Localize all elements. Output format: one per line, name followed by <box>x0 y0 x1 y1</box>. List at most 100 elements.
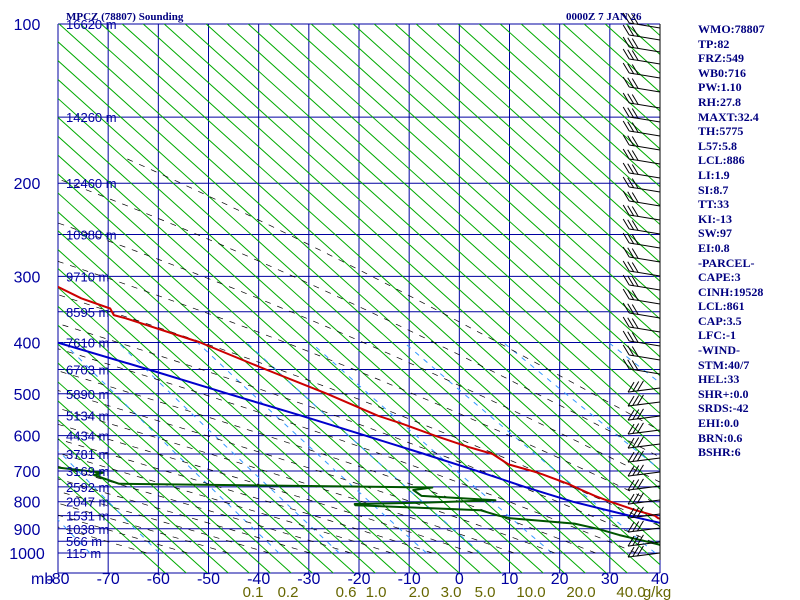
moist-adiabat <box>58 407 515 554</box>
height-label: 5134 m <box>66 409 109 424</box>
chart-title: MPCZ (78807) Sounding <box>66 11 184 23</box>
height-label: 10980 m <box>66 228 117 243</box>
dry-adiabat <box>541 24 660 131</box>
height-label: 6703 m <box>66 363 109 378</box>
temperature-tick-label: 40 <box>651 571 669 588</box>
temperature-tick-label: -20 <box>347 571 370 588</box>
wind-barb <box>627 436 661 449</box>
sounding-indices-panel: WMO:78807 TP:82 FRZ:549 WB0:716 PW:1.10 … <box>698 22 798 460</box>
index-tp: TP:82 <box>698 36 730 51</box>
index-li: LI:1.9 <box>698 167 730 182</box>
moist-adiabat <box>58 178 660 458</box>
temperature-tick-label: -50 <box>197 571 220 588</box>
index-lfc: LFC:-1 <box>698 328 736 343</box>
wind-barb <box>622 176 661 193</box>
wind-barb <box>622 36 661 53</box>
temperature-tick-label: 30 <box>601 571 619 588</box>
wind-barb <box>627 450 661 463</box>
mixing-ratio-line <box>310 342 553 554</box>
wind-barb <box>622 288 661 305</box>
dry-adiabat <box>436 24 660 226</box>
dry-adiabat <box>58 475 166 573</box>
mixing-ratio-label: 0.2 <box>278 584 299 600</box>
wind-barb <box>622 12 661 29</box>
wind-barb <box>622 260 661 277</box>
mixing-ratio-line <box>197 342 427 554</box>
wind-barb <box>627 534 661 547</box>
dry-adiabat <box>58 343 313 573</box>
index-wb0: WB0:716 <box>698 65 746 80</box>
height-label: 16620 m <box>66 17 117 32</box>
moist-adiabat <box>58 452 392 554</box>
dry-adiabat <box>142 24 660 490</box>
wind-barb <box>627 464 661 477</box>
pressure-tick-label: 900 <box>14 522 41 539</box>
index-stm: STM:40/7 <box>698 357 750 372</box>
dry-adiabat <box>58 173 502 573</box>
dry-adiabat <box>58 24 660 566</box>
height-label: 3781 m <box>66 447 109 462</box>
index-wmo: WMO:78807 <box>698 22 765 36</box>
dry-adiabat <box>58 230 439 573</box>
dry-adiabat <box>163 24 660 471</box>
wind-barb <box>622 204 661 221</box>
dry-adiabat <box>58 249 418 573</box>
dry-adiabat <box>58 192 481 573</box>
dry-adiabat <box>58 381 271 573</box>
wind-barb <box>622 76 661 93</box>
dry-adiabat <box>58 438 208 573</box>
wind-barb <box>622 274 661 291</box>
mixing-ratio-label: 3.0 <box>441 584 462 600</box>
moist-adiabat <box>58 514 188 554</box>
mixing-ratio-label: 0.6 <box>336 584 357 600</box>
wind-barb <box>622 316 661 333</box>
index-si: SI:8.7 <box>698 182 729 197</box>
wind-barb <box>622 62 661 79</box>
dry-adiabat <box>58 97 586 573</box>
pressure-tick-label: 1000 <box>9 546 45 563</box>
mixing-ratio-label: 0.1 <box>243 584 264 600</box>
index-cap: CAP:3.5 <box>698 313 742 328</box>
mixing-ratio-line <box>58 519 91 554</box>
wind-barb <box>622 120 661 137</box>
dry-adiabat <box>58 286 376 573</box>
dry-adiabat <box>184 24 660 452</box>
mixing-ratio-line <box>245 342 481 554</box>
pressure-tick-label: 300 <box>14 269 41 286</box>
dry-adiabat <box>457 24 660 207</box>
height-label: 115 m <box>66 546 101 561</box>
dry-adiabat <box>58 456 187 573</box>
wind-barb <box>622 330 661 347</box>
mixing-ratio-label: 10.0 <box>516 584 545 600</box>
mixing-ratio-label: 2.0 <box>409 584 430 600</box>
dry-adiabat <box>226 24 660 415</box>
sounding-series <box>58 285 660 546</box>
temperature-tick-label: -60 <box>147 571 170 588</box>
mixing-ratio-label: 5.0 <box>475 584 496 600</box>
wind-barb <box>627 492 661 505</box>
dry-adiabat <box>58 60 628 573</box>
dry-adiabat <box>121 24 660 509</box>
isobar-isotherm-grid <box>57 23 661 574</box>
moist-adiabat <box>58 423 474 554</box>
dry-adiabat <box>58 400 250 573</box>
dry-adiabat <box>58 362 292 573</box>
height-label: 12460 m <box>66 176 117 191</box>
dry-adiabat <box>352 24 660 301</box>
temperature-tick-label: -30 <box>297 571 320 588</box>
index-tt: TT:33 <box>698 197 730 212</box>
height-label: 1531 m <box>66 509 109 524</box>
index-ki: KI:-13 <box>698 211 732 226</box>
dry-adiabat <box>58 78 607 573</box>
moist-adiabat <box>58 222 660 483</box>
moist-adiabat <box>58 370 596 554</box>
mixing-ratio-label: 20.0 <box>566 584 595 600</box>
moist-adiabat <box>58 502 229 554</box>
index-pw: PW:1.10 <box>698 80 742 95</box>
index-srds: SRDS:-42 <box>698 401 749 416</box>
height-label: 4434 m <box>66 429 109 444</box>
height-label: 9710 m <box>66 269 109 284</box>
wind-barb <box>627 545 661 558</box>
dry-adiabat <box>415 24 660 245</box>
